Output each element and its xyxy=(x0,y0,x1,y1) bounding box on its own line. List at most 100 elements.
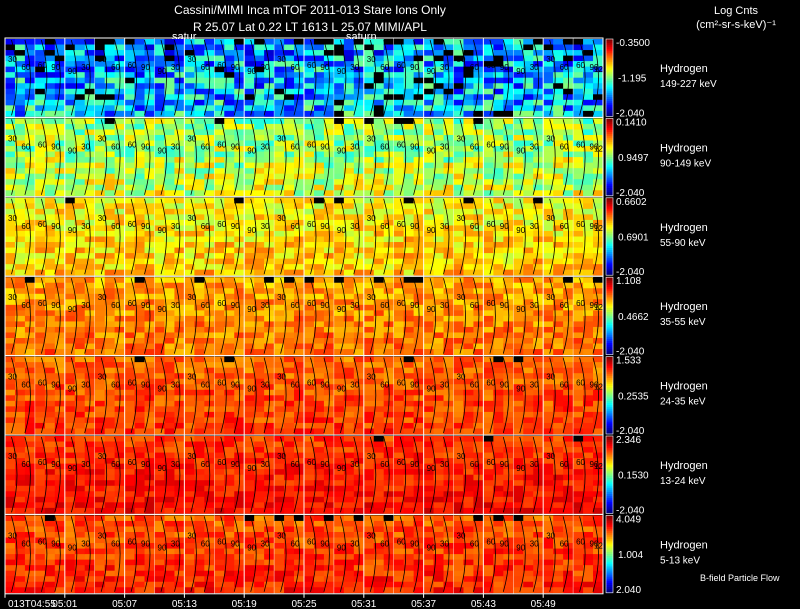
contour-label: 60 xyxy=(560,142,569,151)
colorbar-min-label: -2.040 xyxy=(616,505,645,516)
contour-label: 12 xyxy=(594,462,603,471)
contour-label: 30 xyxy=(457,293,466,302)
contour-label: 90 xyxy=(51,222,60,231)
contour-label: 30 xyxy=(546,293,555,302)
contour-label: 90 xyxy=(410,539,419,548)
colorbar-max-label: 1.108 xyxy=(616,276,641,287)
contour-label: 60 xyxy=(560,539,569,548)
contour-label: 30 xyxy=(440,460,449,469)
time-tick-label: 013T04:55 xyxy=(8,599,56,609)
contour-label: 90 xyxy=(427,464,436,473)
contour-label: 30 xyxy=(98,55,107,64)
contour-label: 30 xyxy=(350,63,359,72)
contour-label: 30 xyxy=(367,55,376,64)
contour-label: 30 xyxy=(187,531,196,540)
contour-label: 60 xyxy=(291,63,300,72)
contour-label: 30 xyxy=(367,373,376,382)
contour-label: 60 xyxy=(380,142,389,151)
contour-label: 60 xyxy=(217,537,226,546)
contour-label: 60 xyxy=(560,381,569,390)
contour-label: 30 xyxy=(457,55,466,64)
contour-label: 30 xyxy=(171,142,180,151)
contour-label: 90 xyxy=(590,460,599,469)
contour-label: 90 xyxy=(231,381,240,390)
contour-label: 60 xyxy=(111,142,120,151)
contour-label: 90 xyxy=(51,460,60,469)
panel-energy-label: 13-24 keV xyxy=(660,476,706,487)
colorbar-0 xyxy=(605,38,614,117)
panel-1: 30 60 60 90 90 30 30 60 60 90 90 30 30 60 60 90 90 30 30 60… xyxy=(4,116,711,199)
contour-label: 60 xyxy=(380,301,389,310)
contour-label: 90 xyxy=(410,63,419,72)
contour-label: 30 xyxy=(457,134,466,143)
contour-label: 60 xyxy=(486,61,495,70)
contour-label: 90 xyxy=(500,460,509,469)
contour-label: 30 xyxy=(440,381,449,390)
contour-label: 30 xyxy=(367,214,376,223)
contour-label: 90 xyxy=(141,301,150,310)
contour-label: 30 xyxy=(171,539,180,548)
contour-label: 90 xyxy=(68,543,77,552)
contour-label: 30 xyxy=(277,214,286,223)
contour-label: 90 xyxy=(516,67,525,76)
contour-label: 60 xyxy=(576,61,585,70)
contour-label: 30 xyxy=(187,134,196,143)
contour-label: 60 xyxy=(576,379,585,388)
contour-label: 60 xyxy=(201,301,210,310)
contour-label: 90 xyxy=(51,301,60,310)
contour-label: 30 xyxy=(261,301,270,310)
contour-label: 90 xyxy=(247,146,256,155)
contour-label: 30 xyxy=(171,222,180,231)
figure-subtitle: R 25.07 Lat 0.22 LT 1613 L 25.07 MIMI/AP… xyxy=(193,20,427,34)
contour-label: 12 xyxy=(594,144,603,153)
contour-label: 30 xyxy=(187,373,196,382)
contour-label: 90 xyxy=(247,67,256,76)
contour-label: 60 xyxy=(128,537,137,546)
contour-label: 60 xyxy=(291,381,300,390)
colorbar-title: Log Cnts xyxy=(714,5,759,17)
contour-label: 60 xyxy=(307,458,316,467)
panel-species-label: Hydrogen xyxy=(660,142,708,154)
panel-energy-label: 55-90 keV xyxy=(660,238,706,249)
contour-label: 90 xyxy=(337,385,346,394)
contour-label: 30 xyxy=(8,134,17,143)
panel-species-label: Hydrogen xyxy=(660,63,708,75)
contour-label: 90 xyxy=(500,539,509,548)
contour-label: 12 xyxy=(594,541,603,550)
contour-label: 90 xyxy=(231,142,240,151)
colorbar-max-label: 0.1410 xyxy=(616,117,647,128)
contour-label: 90 xyxy=(337,226,346,235)
contour-label: 60 xyxy=(217,220,226,229)
time-tick-label: 05:43 xyxy=(471,599,496,609)
contour-label: 30 xyxy=(187,214,196,223)
contour-label: 60 xyxy=(21,460,30,469)
contour-label: 90 xyxy=(247,543,256,552)
contour-label: 30 xyxy=(530,222,539,231)
contour-label: 60 xyxy=(201,539,210,548)
contour-label: 90 xyxy=(231,539,240,548)
contour-label: 60 xyxy=(38,379,47,388)
contour-label: 60 xyxy=(560,222,569,231)
panel-species-label: Hydrogen xyxy=(660,301,708,313)
contour-label: 90 xyxy=(427,226,436,235)
contour-label: 30 xyxy=(98,373,107,382)
contour-label: 60 xyxy=(111,460,120,469)
contour-label: 90 xyxy=(320,142,329,151)
contour-label: 60 xyxy=(470,63,479,72)
contour-label: 60 xyxy=(201,222,210,231)
contour-label: 90 xyxy=(141,539,150,548)
contour-label: 30 xyxy=(546,134,555,143)
contour-label: 60 xyxy=(397,61,406,70)
contour-label: 60 xyxy=(486,379,495,388)
contour-label: 90 xyxy=(410,381,419,390)
contour-label: 30 xyxy=(440,63,449,72)
contour-label: 60 xyxy=(201,142,210,151)
contour-label: 90 xyxy=(500,301,509,310)
contour-label: 30 xyxy=(261,63,270,72)
contour-label: 60 xyxy=(291,460,300,469)
contour-label: 60 xyxy=(38,537,47,546)
contour-label: 90 xyxy=(590,539,599,548)
contour-label: 30 xyxy=(350,381,359,390)
contour-label: 90 xyxy=(158,385,167,394)
